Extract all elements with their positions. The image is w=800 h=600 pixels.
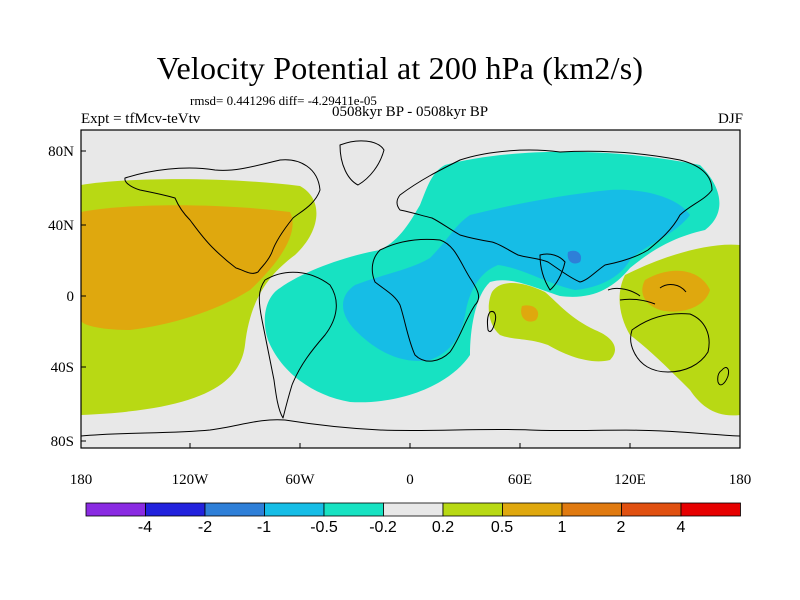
- coast-greenland: [339, 140, 385, 186]
- y-tick-label: 0: [67, 289, 75, 305]
- strong-negative-spot: [567, 250, 582, 264]
- colorbar-label: -2: [197, 519, 213, 536]
- coast-new-zealand: [717, 367, 729, 386]
- colorbar-swatch: [204, 502, 265, 517]
- coast-north-america: [124, 159, 321, 274]
- coast-south-america: [258, 271, 337, 419]
- colorbar-swatch: [680, 502, 741, 517]
- coast-eurasia: [396, 149, 713, 283]
- colorbar-label: 1: [557, 519, 567, 536]
- colorbar-swatch: [383, 502, 444, 517]
- x-tick-label: 180: [70, 472, 93, 488]
- y-tick-label: 40N: [48, 218, 74, 234]
- colorbar-label: -0.5: [310, 519, 338, 536]
- coast-africa: [371, 238, 480, 362]
- colorbar-swatch: [145, 502, 206, 517]
- colorbar-label: -4: [137, 519, 153, 536]
- colorbar-swatch: [502, 502, 563, 517]
- map-title: Velocity Potential at 200 hPa (km2/s): [156, 50, 644, 86]
- colorbar-swatch: [323, 502, 384, 517]
- coast-maritime-continent: [607, 284, 687, 305]
- colorbar-swatch: [264, 502, 325, 517]
- season-label: DJF: [717, 111, 743, 127]
- contour-fields: [81, 130, 740, 448]
- coast-australia: [630, 313, 710, 373]
- positive-core-maritime-continent: [642, 270, 710, 312]
- colorbar-label: 0.2: [431, 519, 455, 536]
- y-tick-label: 40S: [51, 360, 74, 376]
- colorbar: [85, 502, 741, 517]
- colorbar-label: 4: [676, 519, 686, 536]
- coast-antarctica: [81, 419, 740, 437]
- colorbar-label: 0.5: [490, 519, 514, 536]
- colorbar-swatch: [621, 502, 682, 517]
- experiment-label: Expt = tfMcv-teVtv: [81, 111, 201, 127]
- axis-labels: 180 120W 60W 0 60E 120E 180 80N 40N 0 40…: [48, 144, 751, 488]
- positive-region-indian-ocean: [488, 283, 615, 362]
- x-tick-label: 180: [729, 472, 752, 488]
- x-tick-label: 0: [406, 472, 414, 488]
- colorbar-label: 2: [616, 519, 626, 536]
- coast-madagascar: [486, 311, 497, 333]
- x-tick-label: 120E: [614, 472, 646, 488]
- coast-india: [539, 253, 566, 291]
- y-tick-label: 80N: [48, 144, 74, 160]
- stats-text: rmsd= 0.441296 diff= -4.29411e-05: [190, 93, 377, 108]
- x-tick-label: 60E: [508, 472, 532, 488]
- period-label: 0508kyr BP - 0508kyr BP: [331, 104, 489, 120]
- y-tick-label: 80S: [51, 434, 74, 450]
- colorbar-swatch: [85, 502, 146, 517]
- negative-core-eurasia-africa: [342, 189, 690, 361]
- positive-core-pacific: [81, 205, 293, 330]
- x-tick-label: 60W: [285, 472, 315, 488]
- colorbar-swatch: [561, 502, 622, 517]
- colorbar-label: -0.2: [369, 519, 397, 536]
- coastlines: [81, 140, 740, 437]
- x-tick-label: 120W: [172, 472, 210, 488]
- axis-ticks: [80, 150, 741, 448]
- positive-spot-indian-ocean: [521, 305, 539, 322]
- colorbar-label: -1: [256, 519, 272, 536]
- colorbar-swatch: [442, 502, 503, 517]
